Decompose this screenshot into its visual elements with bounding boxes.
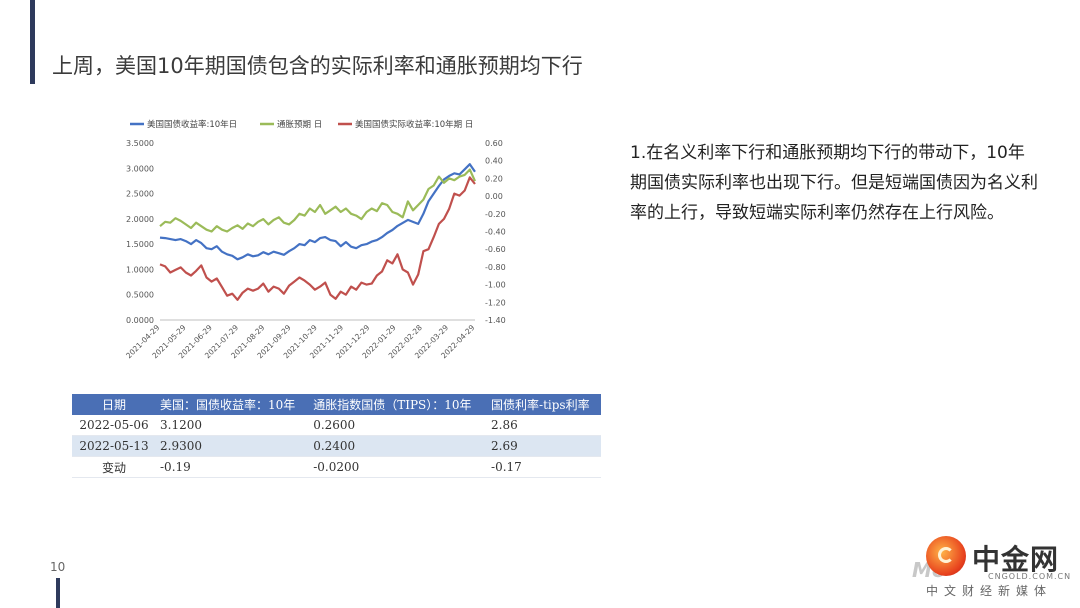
y-left-tick-label: 3.5000 — [126, 139, 154, 148]
table-header-cell: 通胀指数国债（TIPS）：10年 — [309, 394, 488, 415]
y-right-tick-label: -0.80 — [485, 263, 506, 272]
table-header-row: 日期 美国：国债收益率：10年 通胀指数国债（TIPS）：10年 国债利率-ti… — [72, 394, 601, 415]
table-row: 2022-05-06 3.1200 0.2600 2.86 — [72, 415, 601, 436]
yield-table: 日期 美国：国债收益率：10年 通胀指数国债（TIPS）：10年 国债利率-ti… — [72, 394, 601, 478]
y-left-tick-label: 2.5000 — [126, 190, 154, 199]
yield-chart-svg: 0.0000 0.5000 1.0000 1.5000 2.0000 2.5000 3.00… — [124, 119, 506, 360]
table-cell: 2.86 — [487, 415, 601, 436]
title-accent-bar — [30, 0, 35, 84]
table-cell: -0.17 — [487, 456, 601, 478]
legend-label: 美国国债实际收益率:10年期 日 — [355, 119, 473, 130]
y-right-tick-label: 0.20 — [485, 174, 503, 183]
table-cell: 2.9300 — [156, 435, 310, 457]
y-left-tick-label: 0.5000 — [126, 291, 154, 300]
y-right-tick-label: -1.20 — [485, 298, 506, 307]
table-header-cell: 日期 — [72, 394, 156, 415]
y-left-tick-label: 1.0000 — [126, 265, 154, 274]
commentary-text: 1.在名义利率下行和通胀预期均下行的带动下，10年期国债实际利率也出现下行。但是… — [630, 143, 1038, 223]
cngold-logo: Mo 中金网 CNGOLD.COM.CN 中文财经新媒体 — [912, 536, 1080, 608]
series-line-0 — [159, 163, 476, 261]
logo-tagline: 中文财经新媒体 — [926, 584, 1053, 598]
table-header-cell: 国债利率-tips利率 — [487, 394, 601, 415]
table-cell: 2022-05-06 — [72, 415, 156, 436]
y-left-tick-label: 2.0000 — [126, 215, 154, 224]
y-right-tick-label: 0.40 — [485, 157, 503, 166]
y-left-tick-label: 3.0000 — [126, 164, 154, 173]
table-row: 变动 -0.19 -0.0200 -0.17 — [72, 456, 601, 478]
table-cell: 0.2400 — [309, 435, 488, 457]
y-right-tick-label: -0.20 — [485, 210, 506, 219]
y-right-tick-label: -1.40 — [485, 316, 506, 325]
table-cell: 3.1200 — [156, 415, 310, 436]
table-cell: 变动 — [72, 456, 156, 478]
series-line-2 — [159, 176, 476, 301]
table-cell: -0.0200 — [309, 456, 488, 478]
logo-name: 中金网 — [972, 543, 1060, 576]
legend-label: 美国国债收益率:10年日 — [147, 119, 237, 130]
y-left-tick-label: 1.5000 — [126, 240, 154, 249]
y-right-tick-label: 0.60 — [485, 139, 503, 148]
table-cell: 0.2600 — [309, 415, 488, 436]
legend-label: 通胀预期 日 — [277, 119, 322, 130]
y-right-tick-label: 0.00 — [485, 192, 503, 201]
table-cell: 2022-05-13 — [72, 435, 156, 457]
page-number: 10 — [50, 560, 66, 574]
y-right-tick-label: -0.60 — [485, 245, 506, 254]
logo-emblem-icon — [926, 536, 966, 576]
logo-url: CNGOLD.COM.CN — [988, 572, 1072, 581]
table-header-cell: 美国：国债收益率：10年 — [156, 394, 310, 415]
series-line-1 — [159, 168, 477, 233]
page-title: 上周，美国10年期国债包含的实际利率和通胀预期均下行 — [52, 54, 583, 78]
footer-accent-bar — [56, 578, 60, 608]
table-row: 2022-05-13 2.9300 0.2400 2.69 — [72, 435, 601, 457]
table-cell: -0.19 — [156, 456, 310, 478]
yield-chart: 0.0000 0.5000 1.0000 1.5000 2.0000 2.5000 3.00… — [110, 110, 530, 374]
y-right-tick-label: -0.40 — [485, 228, 506, 237]
table-cell: 2.69 — [487, 435, 601, 457]
y-right-tick-label: -1.00 — [485, 281, 506, 290]
y-left-tick-label: 0.0000 — [126, 316, 154, 325]
